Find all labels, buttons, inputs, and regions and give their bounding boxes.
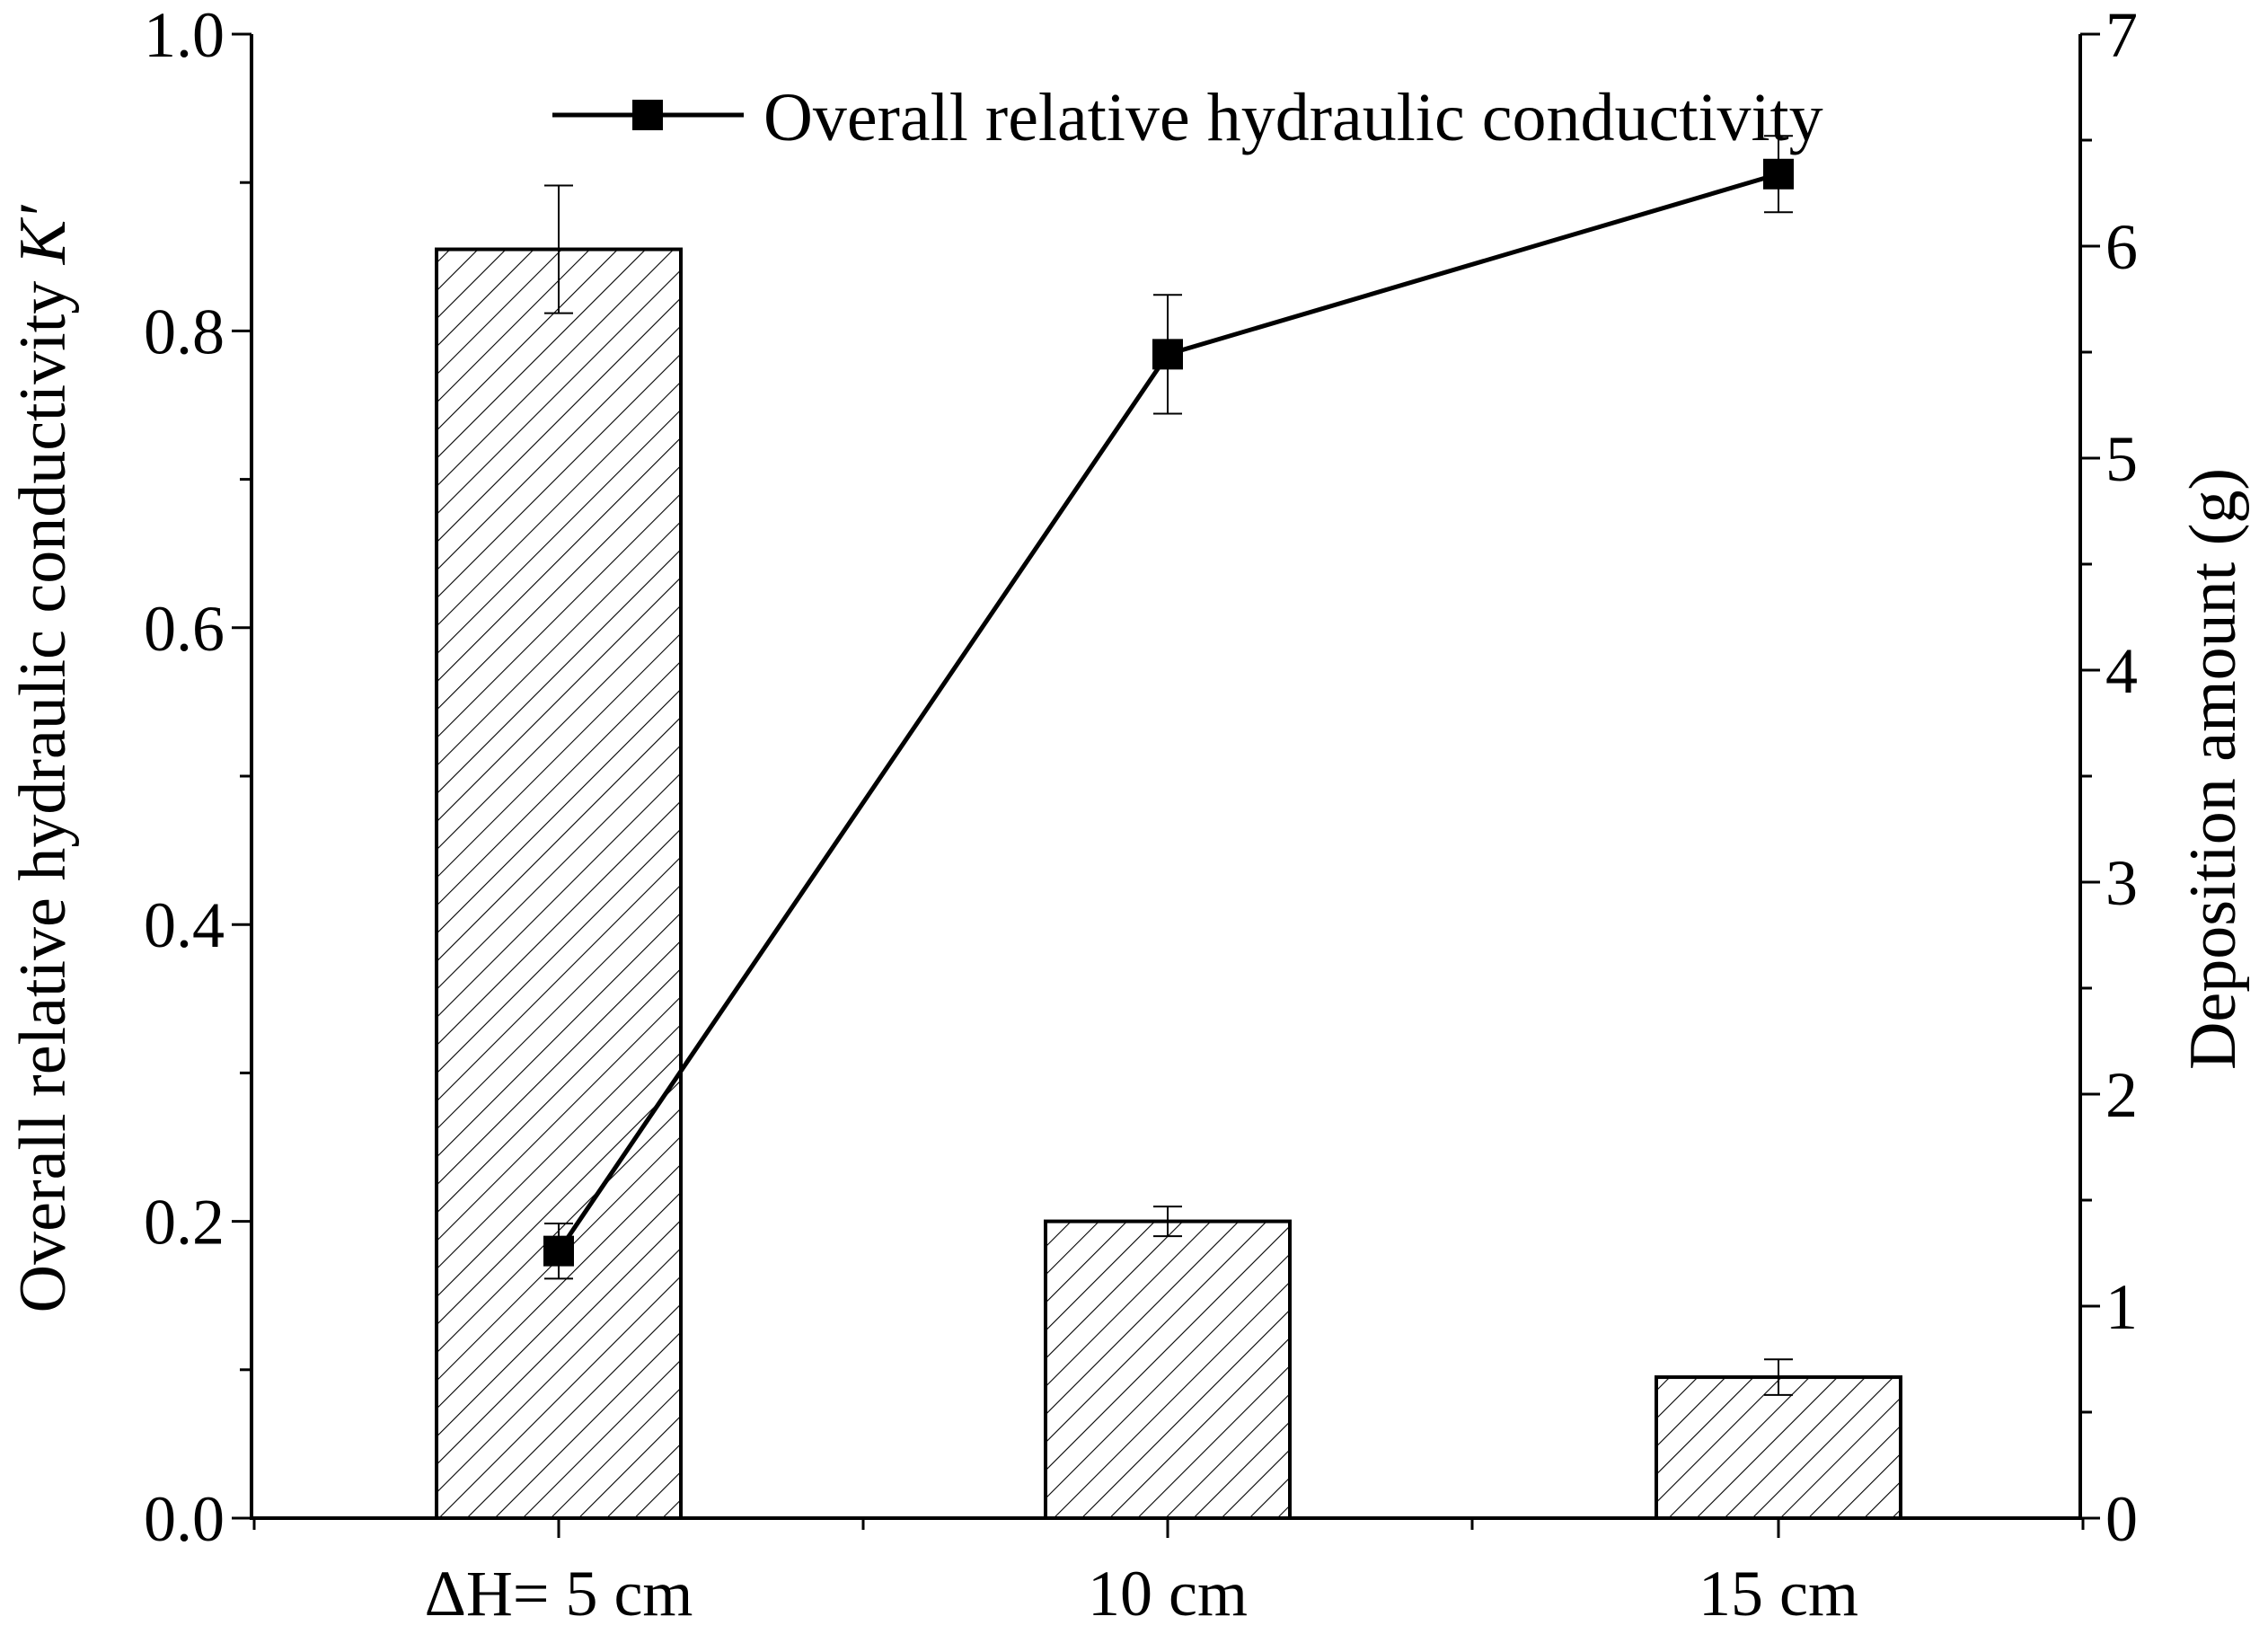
line-series-layer bbox=[543, 135, 1794, 1280]
right-axis-tick-label: 2 bbox=[2105, 1059, 2138, 1131]
left-axis-title: Overall relative hydraulic conductivity … bbox=[6, 204, 80, 1312]
left-axis-title-main: Overall relative hydraulic conductivity bbox=[6, 264, 80, 1312]
right-axis-tick-label: 0 bbox=[2105, 1483, 2138, 1555]
bar bbox=[1655, 1375, 1902, 1521]
left-axis-title-symbol: K′ bbox=[6, 204, 80, 265]
left-axis-tick-label: 0.0 bbox=[144, 1483, 225, 1555]
right-axis-tick-label: 5 bbox=[2105, 423, 2138, 495]
left-axis-tick-label: 0.2 bbox=[144, 1187, 225, 1259]
bars-layer bbox=[435, 184, 1902, 1521]
left-axis-tick-label: 0.4 bbox=[144, 889, 225, 961]
right-axis-title: Deposition amount (g) bbox=[2176, 468, 2250, 1070]
legend: Overall relative hydraulic conductivity bbox=[552, 80, 1823, 155]
bar bbox=[435, 247, 683, 1520]
x-axis-tick-label: 15 cm bbox=[1699, 1558, 1858, 1630]
left-axis-tick-label: 0.8 bbox=[144, 296, 225, 367]
line-point-marker bbox=[1763, 158, 1794, 190]
x-axis-tick-label: ΔH= 5 cm bbox=[425, 1558, 693, 1630]
line-point-marker bbox=[543, 1235, 574, 1267]
right-axis-tick-label: 6 bbox=[2105, 211, 2138, 283]
left-axis-tick-label: 0.6 bbox=[144, 593, 225, 665]
right-axis-tick-label: 7 bbox=[2105, 0, 2138, 71]
x-axis-tick-label: 10 cm bbox=[1088, 1558, 1248, 1630]
legend-square-marker bbox=[632, 100, 663, 130]
left-axis-tick-label: 1.0 bbox=[144, 0, 225, 71]
bar bbox=[1044, 1219, 1292, 1520]
right-axis-tick-label: 1 bbox=[2105, 1271, 2138, 1343]
legend-label: Overall relative hydraulic conductivity bbox=[763, 80, 1823, 155]
right-axis-tick-label: 4 bbox=[2105, 635, 2138, 707]
right-axis-tick-label: 3 bbox=[2105, 847, 2138, 919]
axes-frame: 0.0 0.2 0.4 0.6 0.8 1.0 0 1 2 3 4 5 6 7 ΔH= 5 cm 10 cm 1… bbox=[144, 0, 2138, 1630]
line-point-marker bbox=[1152, 339, 1183, 370]
